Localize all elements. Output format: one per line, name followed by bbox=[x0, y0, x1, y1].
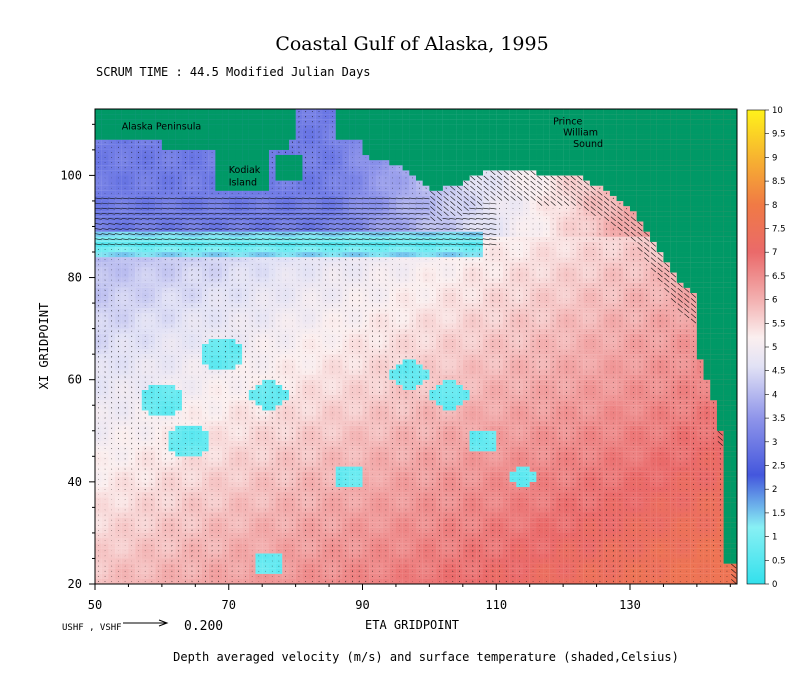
chart-title: Coastal Gulf of Alaska, 1995 bbox=[275, 33, 548, 55]
chart-subtitle: SCRUM TIME : 44.5 Modified Julian Days bbox=[96, 65, 371, 79]
